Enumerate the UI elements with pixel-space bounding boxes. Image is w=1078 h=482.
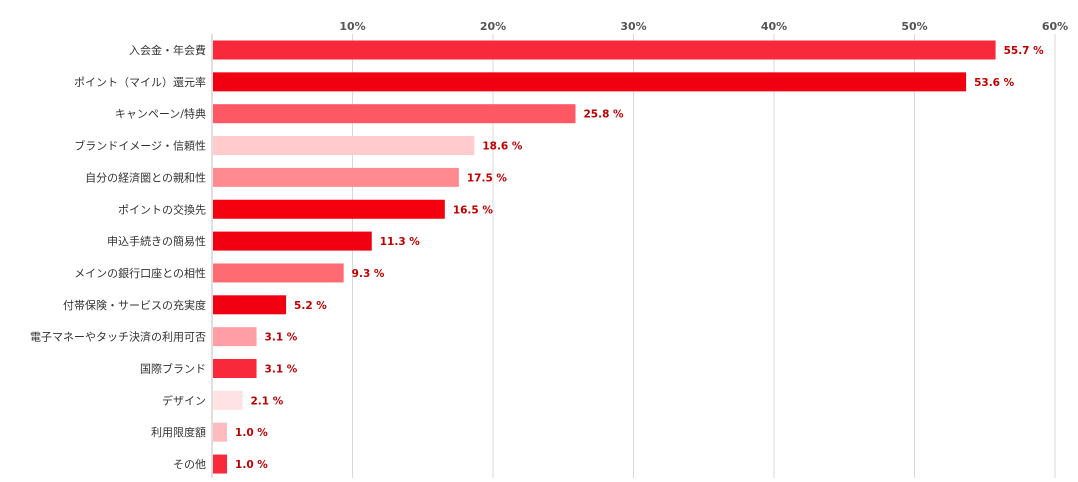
category-label: 国際ブランド (140, 362, 206, 376)
data-label: 3.1 % (265, 332, 298, 344)
category-label: デザイン (162, 393, 206, 407)
category-label: 申込手続きの簡易性 (107, 234, 206, 248)
bar (213, 72, 967, 92)
bar (213, 263, 344, 283)
data-label: 3.1 % (265, 364, 298, 376)
category-label: ブランドイメージ・信頼性 (74, 139, 206, 153)
category-label: 利用限度額 (151, 425, 206, 439)
x-tick-label: 20% (480, 20, 506, 33)
bar (213, 422, 228, 442)
x-tick-label: 30% (620, 20, 646, 33)
bar (213, 40, 996, 60)
bar (213, 295, 287, 315)
data-label: 55.7 % (1004, 45, 1045, 57)
category-label: 入会金・年会費 (129, 43, 206, 57)
data-label: 11.3 % (380, 236, 421, 248)
x-tick-label: 40% (761, 20, 787, 33)
data-label: 53.6 % (974, 77, 1015, 89)
data-label: 5.2 % (294, 300, 327, 312)
x-tick-label: 60% (1042, 20, 1068, 33)
category-label: 自分の経済圏との親和性 (85, 170, 206, 184)
data-label: 17.5 % (467, 172, 508, 184)
bar (213, 167, 459, 187)
data-label: 16.5 % (453, 204, 494, 216)
data-label: 1.0 % (235, 459, 268, 471)
bar (213, 327, 257, 347)
data-label: 2.1 % (251, 395, 284, 407)
bar (213, 104, 576, 124)
data-label: 9.3 % (352, 268, 385, 280)
category-label: 電子マネーやタッチ決済の利用可否 (30, 330, 206, 344)
x-tick-label: 50% (901, 20, 927, 33)
category-label: その他 (173, 458, 206, 471)
bar (213, 454, 228, 474)
category-label: ポイント（マイル）還元率 (74, 75, 206, 89)
x-tick-label: 10% (339, 20, 365, 33)
data-label: 25.8 % (583, 109, 624, 121)
category-label: 付帯保険・サービスの充実度 (63, 298, 206, 312)
category-label: キャンペーン/特典 (115, 107, 206, 121)
data-label: 1.0 % (235, 427, 268, 439)
bar (213, 199, 445, 219)
bar (213, 359, 257, 378)
data-label: 18.6 % (482, 141, 523, 153)
bar (213, 390, 243, 410)
bar (213, 136, 475, 156)
category-label: ポイントの交換先 (118, 202, 206, 216)
category-label: メインの銀行口座との相性 (74, 266, 206, 280)
bar (213, 231, 372, 251)
